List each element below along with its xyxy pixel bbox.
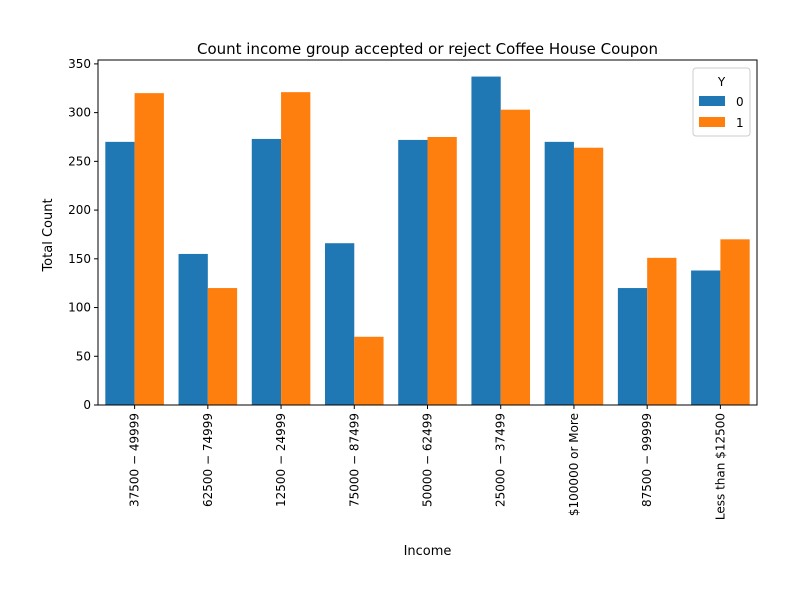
x-tick-label: 87500 − 99999 xyxy=(640,413,654,507)
bar-series-1-1 xyxy=(134,93,164,405)
legend-label-0: 0 xyxy=(736,95,744,109)
y-tick-label: 300 xyxy=(68,106,91,120)
x-tick-label: Less than $12500 xyxy=(713,413,727,520)
bar-series-0-2 xyxy=(178,253,208,405)
bar-series-0-5 xyxy=(398,139,428,406)
x-axis-label: Income xyxy=(404,544,452,559)
x-tick-label: 37500 − 49999 xyxy=(128,413,142,507)
bar-series-1-2 xyxy=(207,288,238,405)
bar-series-0-8 xyxy=(617,288,648,405)
bar-series-1-8 xyxy=(647,257,677,405)
x-tick-label: 50000 − 62499 xyxy=(421,413,435,507)
y-tick-label: 350 xyxy=(68,57,91,71)
plot-area: 0 50 100 150 200 250 300 350 37500 − 49999 62500 … xyxy=(68,57,758,520)
bar-series-1-7 xyxy=(573,147,604,405)
axes-frame xyxy=(97,59,758,406)
legend: Y0 1 xyxy=(692,67,751,137)
bar-series-1-4 xyxy=(354,336,384,405)
x-tick-label: 12500 − 24999 xyxy=(274,413,288,507)
bar-series-0-6 xyxy=(471,76,501,405)
x-tick-label: 25000 − 37499 xyxy=(494,413,508,507)
bar-series-1-3 xyxy=(281,92,311,405)
y-tick-label: 50 xyxy=(76,349,91,363)
bar-series-1-9 xyxy=(720,239,750,405)
y-axis-label: Total Count xyxy=(41,198,56,272)
y-tick-label: 100 xyxy=(68,301,91,315)
bar-series-0-3 xyxy=(251,138,282,405)
legend-title: Y xyxy=(717,75,726,89)
legend-swatch-0 xyxy=(699,96,725,106)
x-tick-label: 75000 − 87499 xyxy=(347,413,361,507)
y-tick-label: 0 xyxy=(83,398,91,412)
bar-series-1-5 xyxy=(427,136,457,406)
x-tick-label: $100000 or More xyxy=(567,413,581,516)
y-tick-label: 200 xyxy=(68,203,91,217)
bar-series-0-1 xyxy=(105,141,135,406)
bar-series-0-4 xyxy=(324,243,355,405)
legend-label-1: 1 xyxy=(736,116,744,130)
legend-swatch-1 xyxy=(699,117,725,127)
y-tick-label: 250 xyxy=(68,154,91,168)
bar-series-0-7 xyxy=(544,141,574,406)
x-tick-label: 62500 − 74999 xyxy=(201,413,215,507)
chart-title: Count income group accepted or reject Co… xyxy=(197,40,658,58)
bar-series-1-6 xyxy=(500,109,531,405)
y-tick-label: 150 xyxy=(68,252,91,266)
bar-series-0-9 xyxy=(691,270,721,405)
